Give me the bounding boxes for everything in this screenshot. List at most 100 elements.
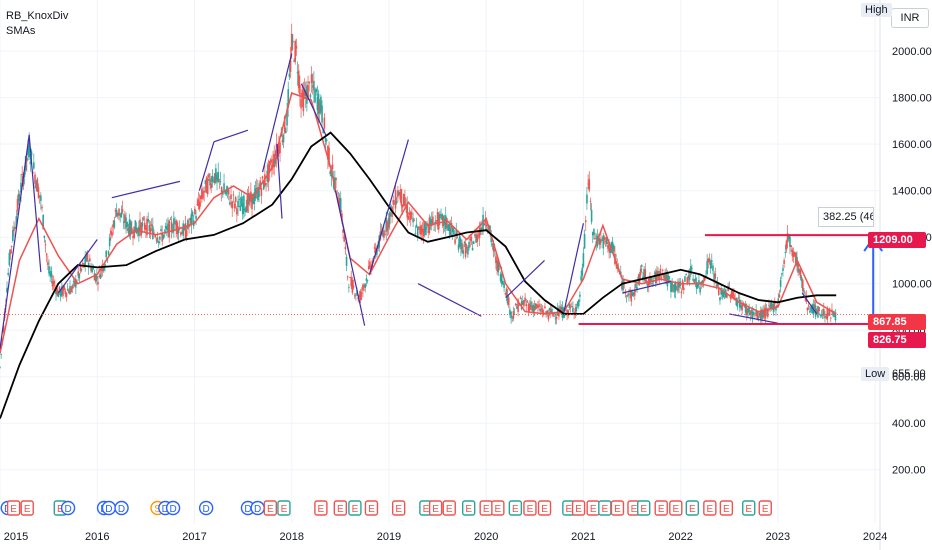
event-marker-letter: E — [640, 504, 647, 515]
candle-body — [645, 280, 648, 283]
horizontal-levels[interactable] — [0, 234, 880, 325]
candle-body — [178, 226, 181, 228]
candle-body — [416, 226, 419, 238]
candle-body — [458, 235, 461, 247]
currency-selector[interactable]: INR — [891, 8, 929, 28]
candle-body — [62, 287, 64, 296]
candle-body — [462, 250, 465, 254]
candle-body — [117, 212, 119, 215]
candle-body — [331, 164, 334, 170]
sma-fast-line — [0, 92, 837, 354]
candle-body — [258, 188, 260, 197]
candle-body — [64, 290, 67, 295]
candle-body — [600, 239, 602, 243]
candle-body — [806, 307, 809, 311]
candle-body — [236, 208, 238, 215]
candle-body — [6, 287, 8, 293]
y-tick-label: 2000.00 — [892, 46, 932, 58]
candle-body — [111, 232, 113, 236]
candle-body — [814, 305, 817, 317]
candle-body — [247, 193, 250, 205]
candle-body — [593, 229, 595, 236]
candle-body — [59, 290, 62, 297]
candle-body — [128, 219, 131, 237]
candle-body — [146, 218, 148, 236]
candle-body — [292, 40, 294, 43]
candle-body — [467, 247, 469, 255]
candle-body — [307, 85, 309, 100]
candle-body — [637, 276, 640, 280]
candle-body — [119, 213, 121, 216]
candle-body — [748, 307, 750, 313]
candle-body — [302, 91, 305, 112]
event-marker-letter: E — [446, 504, 453, 515]
candle-body — [112, 224, 114, 228]
candle-body — [30, 151, 33, 156]
candle-body — [491, 243, 494, 245]
trendline — [111, 180, 181, 199]
x-tick-label: 2019 — [377, 531, 401, 543]
candle-body — [290, 33, 293, 52]
candle-body — [425, 226, 427, 236]
candle-body — [675, 289, 678, 290]
candle-body — [581, 267, 584, 277]
candle-body — [139, 219, 141, 231]
candle-body — [642, 276, 644, 278]
candle-body — [218, 179, 221, 181]
candle-body — [93, 273, 96, 281]
candle-body — [782, 268, 784, 271]
event-marker-letter: E — [368, 504, 375, 515]
candle-body — [414, 232, 417, 234]
candle-body — [455, 230, 458, 237]
candle-body — [85, 254, 88, 262]
earnings-marker — [508, 500, 523, 516]
x-tick-label: 2016 — [85, 531, 109, 543]
candle-body — [388, 212, 391, 225]
candle-body — [490, 234, 493, 243]
event-marker-letter: E — [723, 504, 730, 515]
candle-body — [531, 305, 533, 311]
candle-body — [97, 281, 99, 285]
trendline — [334, 190, 366, 326]
candle-body — [152, 226, 154, 239]
candle-body — [535, 304, 538, 308]
candle-body — [268, 161, 271, 172]
candle-body — [180, 232, 182, 236]
candle-body — [311, 85, 314, 88]
candle-body — [608, 241, 610, 252]
candle-body — [752, 311, 755, 315]
candle-body — [831, 309, 833, 311]
candle-body — [48, 266, 50, 274]
candle-body — [440, 214, 442, 216]
candle-body — [240, 197, 243, 207]
candle-body — [82, 262, 84, 265]
trendline-drawings[interactable] — [0, 53, 818, 349]
event-markers[interactable]: DEEEDDDDSDDDDDEEEEEEEEEEEEEEEEEEEEEEEEEE… — [0, 500, 772, 516]
event-marker-letter: S — [154, 504, 161, 515]
candle-body — [568, 304, 571, 309]
candle-body — [689, 266, 692, 275]
candle-body — [57, 292, 60, 298]
candle-body — [825, 317, 827, 319]
candle-body — [798, 269, 801, 272]
candle-body — [23, 173, 26, 178]
candle-body — [65, 292, 68, 297]
candle-body — [0, 366, 1, 368]
candle-body — [274, 158, 277, 164]
event-marker-letter: E — [465, 504, 472, 515]
event-marker-letter: E — [689, 504, 696, 515]
candle-body — [181, 231, 183, 234]
earnings-marker — [391, 500, 406, 516]
candle-body — [756, 311, 759, 319]
event-marker-letter: E — [337, 504, 344, 515]
candle-body — [518, 305, 521, 306]
candle-body — [708, 258, 711, 263]
measure-arrow[interactable] — [863, 236, 884, 324]
candle-body — [775, 306, 777, 311]
candle-body — [7, 272, 9, 275]
candle-body — [206, 179, 209, 195]
candle-body — [148, 224, 151, 232]
x-tick-label: 2020 — [474, 531, 498, 543]
candle-body — [465, 247, 468, 248]
